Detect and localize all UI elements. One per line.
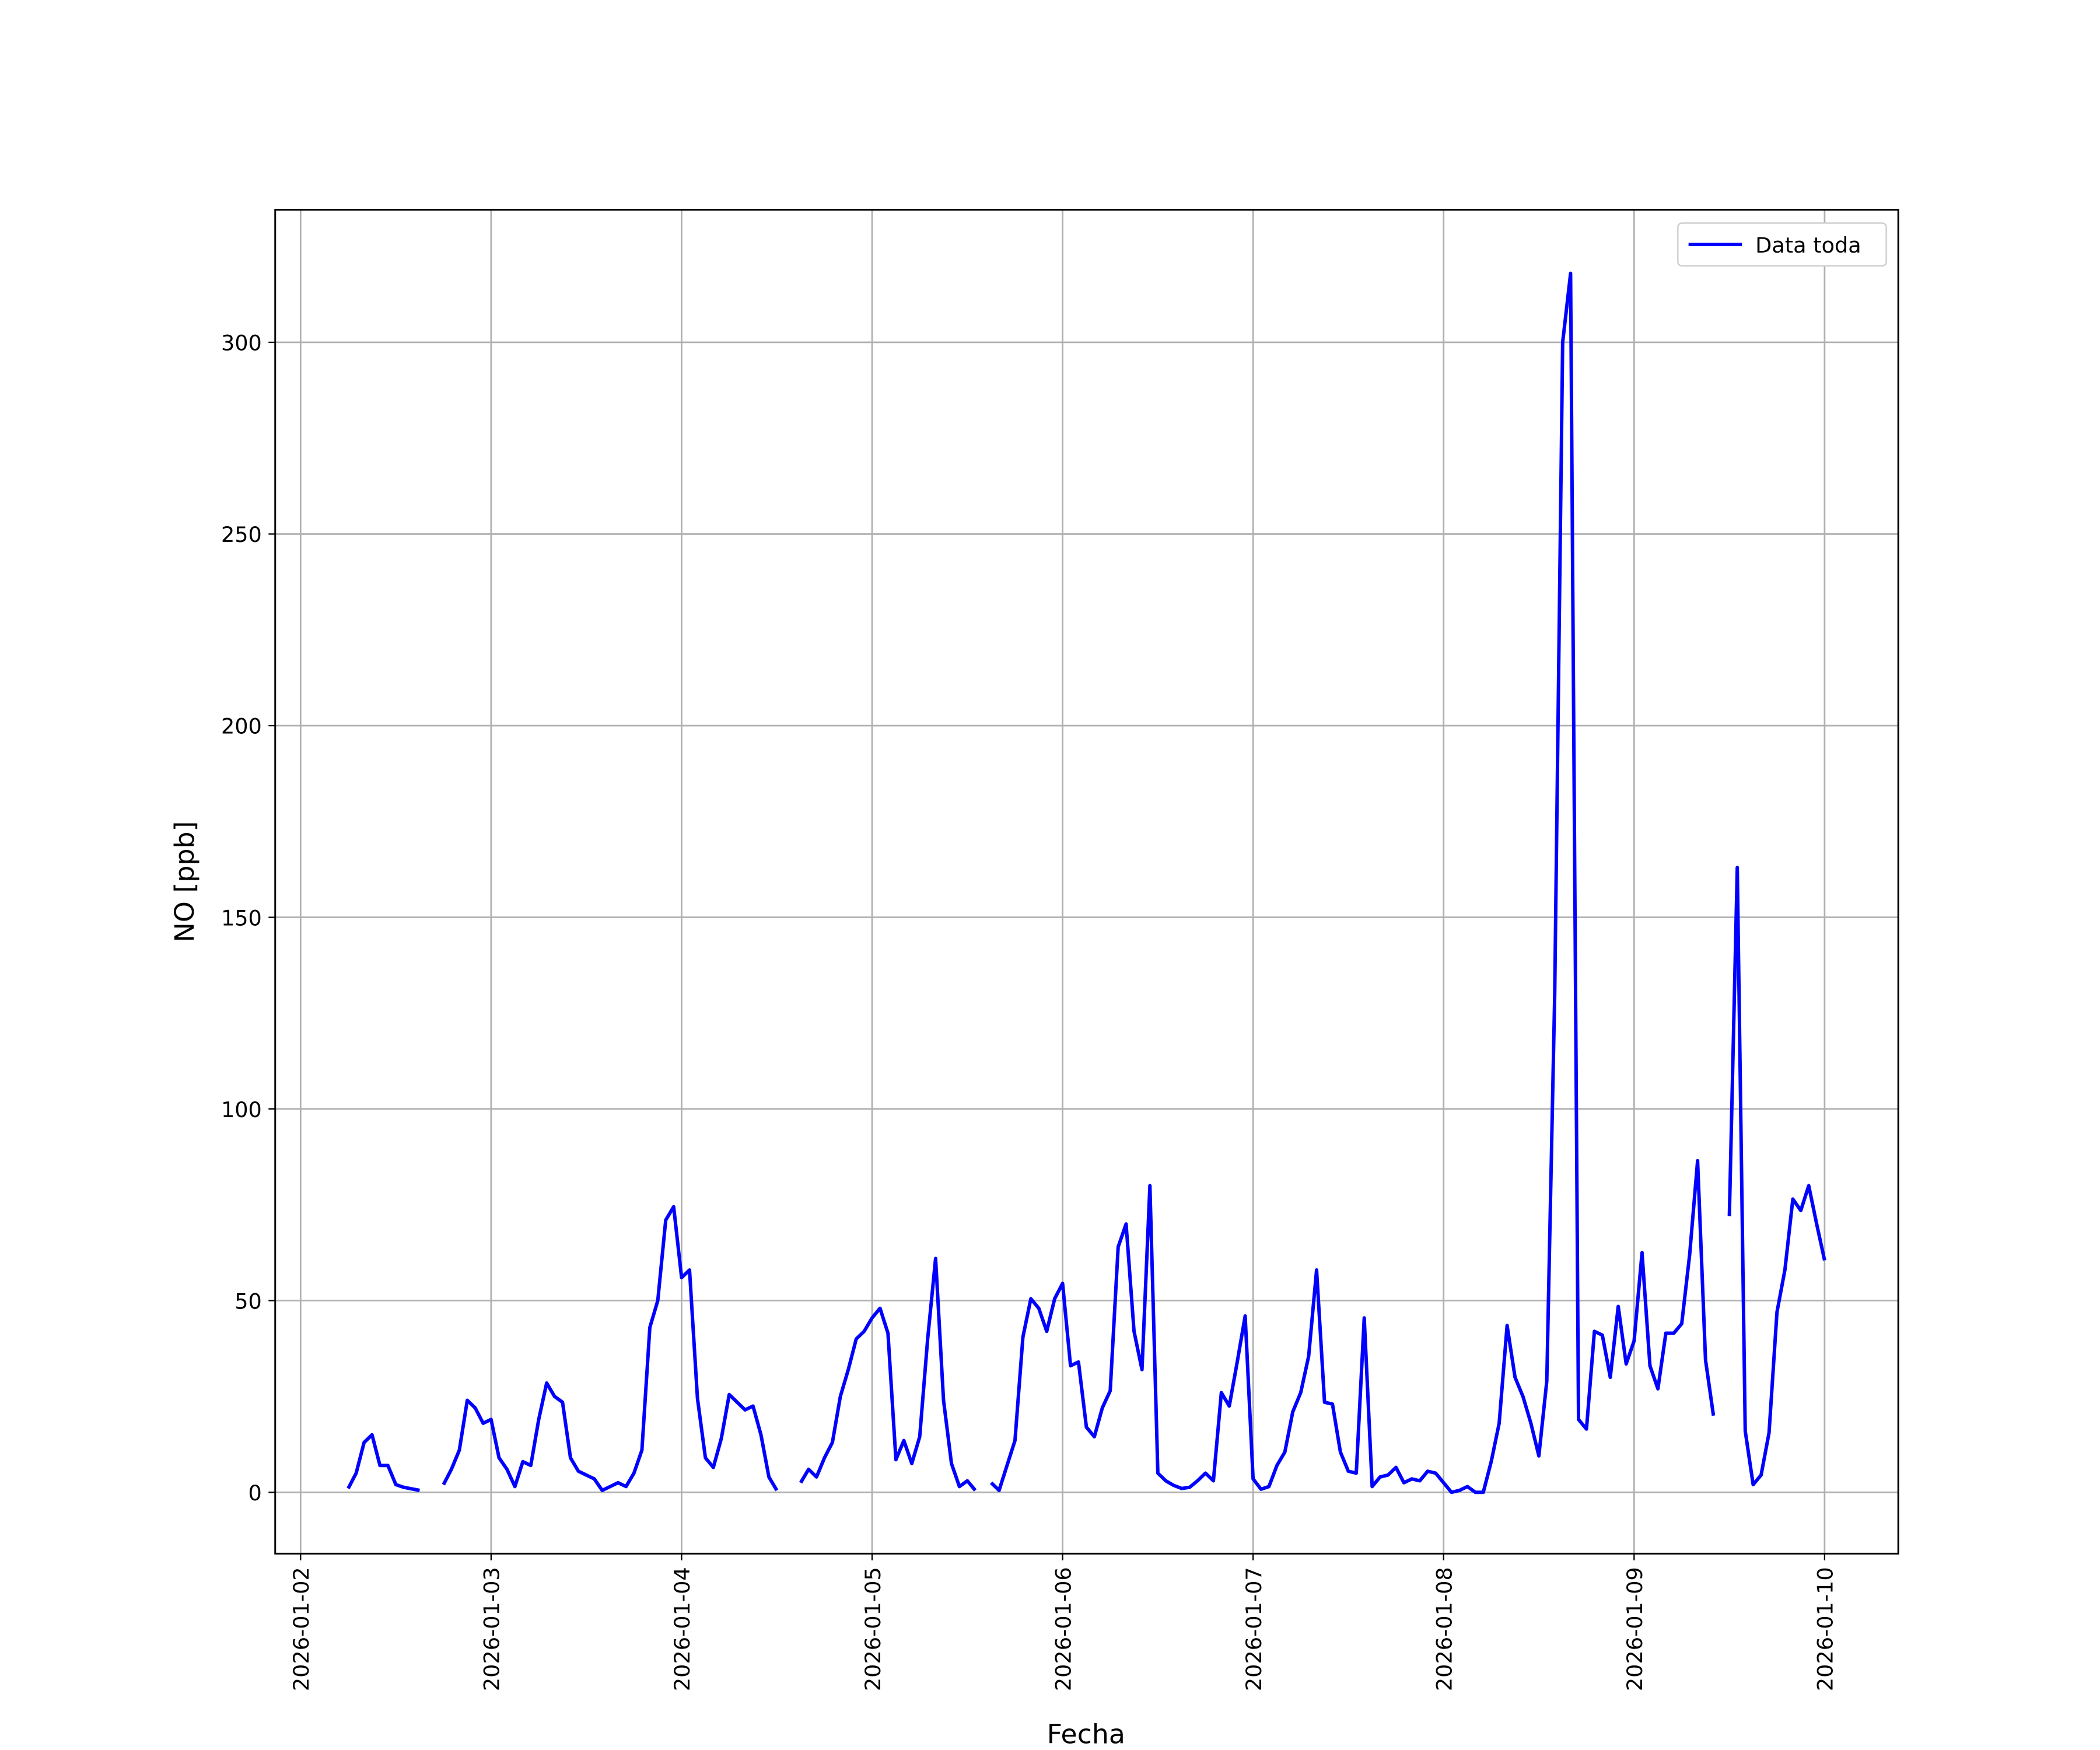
- x-tick-label: 2026-01-04: [670, 1567, 695, 1691]
- y-tick-label: 200: [221, 714, 262, 739]
- data-line: [346, 271, 1826, 1494]
- x-tick-label: 2026-01-10: [1813, 1567, 1838, 1691]
- x-tick-label: 2026-01-02: [289, 1567, 314, 1691]
- y-tick-label: 0: [249, 1480, 262, 1506]
- y-tick-label: 50: [235, 1289, 262, 1314]
- legend-box: [1677, 222, 1887, 267]
- y-tick-label: 100: [221, 1097, 262, 1122]
- x-tick-label: 2026-01-07: [1241, 1567, 1266, 1691]
- y-axis-label: NO [ppb]: [169, 821, 200, 943]
- y-tick-label: 150: [221, 905, 262, 930]
- x-tick-label: 2026-01-06: [1051, 1567, 1076, 1691]
- legend-label: Data toda: [1755, 233, 1861, 258]
- y-tick-label: 250: [221, 522, 262, 547]
- x-axis-label: Fecha: [1047, 1718, 1125, 1750]
- x-tick-label: 2026-01-05: [860, 1567, 886, 1691]
- x-tick-label: 2026-01-08: [1432, 1567, 1457, 1691]
- x-tick-label: 2026-01-03: [480, 1567, 505, 1691]
- x-tick-label: 2026-01-09: [1622, 1567, 1647, 1691]
- plot-frame: [274, 209, 1899, 1555]
- y-tick-label: 300: [221, 331, 262, 356]
